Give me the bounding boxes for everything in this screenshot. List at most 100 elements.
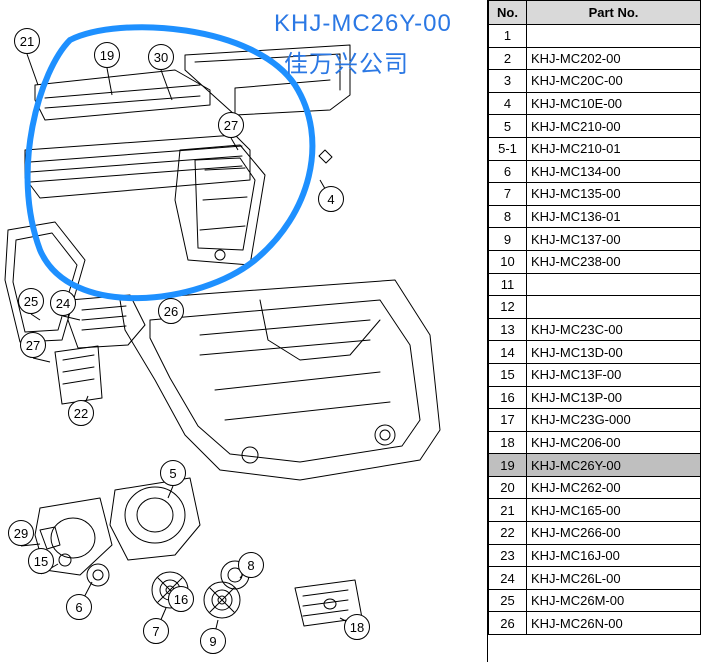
- cell-no: 5: [489, 115, 527, 138]
- table-row: 12: [489, 296, 701, 319]
- col-header-part: Part No.: [527, 1, 701, 25]
- table-row: 19KHJ-MC26Y-00: [489, 454, 701, 477]
- diagram-pane: KHJ-MC26Y-00 佳万兴公司 211930274252426272252…: [0, 0, 487, 662]
- callout-19: 19: [94, 42, 120, 68]
- cell-part: KHJ-MC13P-00: [527, 386, 701, 409]
- table-row: 21KHJ-MC165-00: [489, 499, 701, 522]
- table-row: 11: [489, 273, 701, 296]
- highlight-circle: [28, 27, 313, 298]
- overlay-part-number: KHJ-MC26Y-00: [274, 10, 452, 38]
- cell-part: KHJ-MC202-00: [527, 47, 701, 70]
- table-row: 2KHJ-MC202-00: [489, 47, 701, 70]
- callout-8: 8: [238, 552, 264, 578]
- table-row: 7KHJ-MC135-00: [489, 183, 701, 206]
- cell-part: KHJ-MC165-00: [527, 499, 701, 522]
- parts-table-pane: No. Part No. 12KHJ-MC202-003KHJ-MC20C-00…: [487, 0, 701, 662]
- cell-part: KHJ-MC238-00: [527, 250, 701, 273]
- cell-no: 22: [489, 522, 527, 545]
- cell-no: 15: [489, 363, 527, 386]
- cell-part: KHJ-MC134-00: [527, 160, 701, 183]
- callout-18: 18: [344, 614, 370, 640]
- cell-part: KHJ-MC16J-00: [527, 544, 701, 567]
- cell-no: 20: [489, 476, 527, 499]
- callout-25: 25: [18, 288, 44, 314]
- cell-part: KHJ-MC23C-00: [527, 318, 701, 341]
- table-header-row: No. Part No.: [489, 1, 701, 25]
- cell-part: [527, 25, 701, 48]
- table-row: 22KHJ-MC266-00: [489, 522, 701, 545]
- table-row: 14KHJ-MC13D-00: [489, 341, 701, 364]
- callout-4: 4: [318, 186, 344, 212]
- cell-part: [527, 296, 701, 319]
- cell-no: 24: [489, 567, 527, 590]
- table-row: 20KHJ-MC262-00: [489, 476, 701, 499]
- table-row: 26KHJ-MC26N-00: [489, 612, 701, 635]
- cell-no: 11: [489, 273, 527, 296]
- cell-no: 8: [489, 205, 527, 228]
- page-root: KHJ-MC26Y-00 佳万兴公司 211930274252426272252…: [0, 0, 701, 662]
- cell-part: KHJ-MC26N-00: [527, 612, 701, 635]
- cell-no: 25: [489, 589, 527, 612]
- cell-no: 7: [489, 183, 527, 206]
- table-row: 8KHJ-MC136-01: [489, 205, 701, 228]
- table-row: 18KHJ-MC206-00: [489, 431, 701, 454]
- cell-no: 5-1: [489, 137, 527, 160]
- cell-no: 17: [489, 409, 527, 432]
- cell-no: 19: [489, 454, 527, 477]
- callout-5: 5: [160, 460, 186, 486]
- table-row: 6KHJ-MC134-00: [489, 160, 701, 183]
- parts-table: No. Part No. 12KHJ-MC202-003KHJ-MC20C-00…: [488, 0, 701, 635]
- table-row: 4KHJ-MC10E-00: [489, 92, 701, 115]
- cell-part: KHJ-MC210-00: [527, 115, 701, 138]
- cell-part: KHJ-MC23G-000: [527, 409, 701, 432]
- callout-21: 21: [14, 28, 40, 54]
- table-row: 5KHJ-MC210-00: [489, 115, 701, 138]
- callout-26: 26: [158, 298, 184, 324]
- table-row: 25KHJ-MC26M-00: [489, 589, 701, 612]
- overlay-company-name: 佳万兴公司: [284, 44, 409, 79]
- cell-part: KHJ-MC13D-00: [527, 341, 701, 364]
- table-row: 16KHJ-MC13P-00: [489, 386, 701, 409]
- table-row: 13KHJ-MC23C-00: [489, 318, 701, 341]
- cell-part: KHJ-MC210-01: [527, 137, 701, 160]
- table-row: 9KHJ-MC137-00: [489, 228, 701, 251]
- callout-27: 27: [218, 112, 244, 138]
- table-row: 17KHJ-MC23G-000: [489, 409, 701, 432]
- callout-24: 24: [50, 290, 76, 316]
- cell-no: 18: [489, 431, 527, 454]
- cell-part: KHJ-MC206-00: [527, 431, 701, 454]
- cell-part: KHJ-MC26M-00: [527, 589, 701, 612]
- callout-22: 22: [68, 400, 94, 426]
- cell-no: 23: [489, 544, 527, 567]
- cell-no: 9: [489, 228, 527, 251]
- col-header-no: No.: [489, 1, 527, 25]
- cell-no: 16: [489, 386, 527, 409]
- table-row: 23KHJ-MC16J-00: [489, 544, 701, 567]
- cell-part: KHJ-MC26L-00: [527, 567, 701, 590]
- cell-part: [527, 273, 701, 296]
- cell-part: KHJ-MC135-00: [527, 183, 701, 206]
- cell-part: KHJ-MC136-01: [527, 205, 701, 228]
- cell-part: KHJ-MC137-00: [527, 228, 701, 251]
- cell-no: 2: [489, 47, 527, 70]
- cell-part: KHJ-MC13F-00: [527, 363, 701, 386]
- callout-9: 9: [200, 628, 226, 654]
- table-row: 10KHJ-MC238-00: [489, 250, 701, 273]
- callout-29: 29: [8, 520, 34, 546]
- cell-no: 14: [489, 341, 527, 364]
- callout-30: 30: [148, 44, 174, 70]
- cell-part: KHJ-MC266-00: [527, 522, 701, 545]
- table-row: 3KHJ-MC20C-00: [489, 70, 701, 93]
- cell-part: KHJ-MC262-00: [527, 476, 701, 499]
- callout-16: 16: [168, 586, 194, 612]
- cell-part: KHJ-MC20C-00: [527, 70, 701, 93]
- cell-part: KHJ-MC10E-00: [527, 92, 701, 115]
- table-row: 15KHJ-MC13F-00: [489, 363, 701, 386]
- cell-no: 4: [489, 92, 527, 115]
- cell-no: 21: [489, 499, 527, 522]
- cell-no: 13: [489, 318, 527, 341]
- table-row: 24KHJ-MC26L-00: [489, 567, 701, 590]
- cell-no: 1: [489, 25, 527, 48]
- cell-no: 3: [489, 70, 527, 93]
- callout-7: 7: [143, 618, 169, 644]
